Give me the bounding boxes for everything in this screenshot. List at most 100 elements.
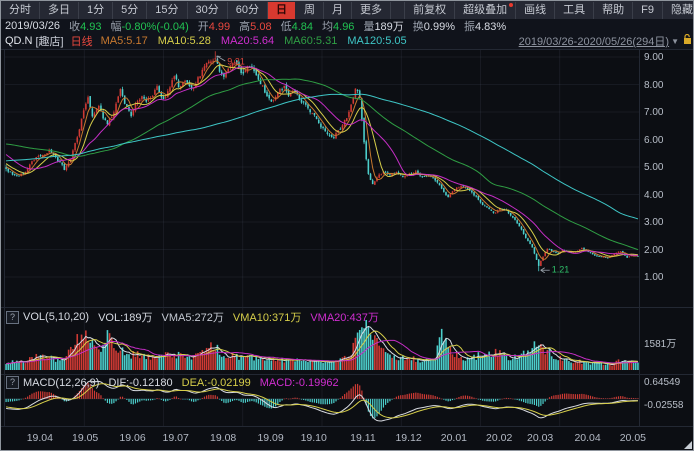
x-axis-label: 19.04 (26, 432, 53, 444)
tab-monthly[interactable]: 月 (324, 1, 352, 19)
menu-help[interactable]: 帮助 (593, 1, 632, 19)
macd-chart[interactable] (5, 375, 639, 426)
x-axis-label: 19.10 (300, 432, 327, 444)
change-value: -0.80%(-0.04) (121, 21, 189, 33)
low-value: 4.84 (291, 21, 314, 33)
period-toolbar: 分时 多日 1分 5分 15分 30分 60分 日 周 月 更多 前复权 超级叠… (1, 1, 693, 19)
macd-min-label: -0.02558 (644, 400, 684, 411)
field-label: 幅 (110, 21, 122, 33)
tab-15min[interactable]: 15分 (147, 1, 188, 19)
x-axis: 19.04 19.05 19.06 19.07 19.08 19.09 19.1… (1, 426, 693, 450)
help-icon[interactable]: ? (6, 376, 20, 389)
chevron-down-icon[interactable]: ▼ (671, 36, 679, 46)
tab-intraday[interactable]: 分时 (1, 1, 40, 19)
tab-30min[interactable]: 30分 (188, 1, 228, 19)
price-tick: 8.00 (644, 79, 664, 91)
divider (1, 307, 693, 308)
x-axis-label: 19.11 (350, 432, 376, 444)
tab-1min[interactable]: 1分 (79, 1, 114, 19)
macd-value: MACD:-0.19962 (259, 376, 339, 389)
ma5-label: MA5:5.17 (100, 35, 148, 47)
tab-multiday[interactable]: 多日 (40, 1, 79, 19)
period-label[interactable]: 日线 (70, 36, 93, 48)
price-tick: 5.00 (644, 162, 664, 173)
date-range-selector[interactable]: 2019/03/26-2020/05/26(294日) (518, 36, 670, 48)
volume-indicator-title[interactable]: VOL(5,10,20) (23, 311, 90, 323)
x-axis-label: 19.07 (162, 432, 189, 444)
turnover-value: 0.99% (423, 21, 455, 33)
tab-5min[interactable]: 5分 (113, 1, 148, 19)
quote-date: 2019/03/26 (5, 20, 61, 32)
price-tick: 7.00 (644, 107, 664, 118)
field-label: 换 (412, 21, 424, 33)
unlock-icon[interactable] (683, 33, 693, 48)
dea-value: DEA:-0.02199 (181, 376, 251, 389)
main-price-chart[interactable] (5, 50, 639, 307)
field-label: 低 (280, 21, 292, 33)
x-axis-label: 20.04 (574, 432, 601, 444)
x-axis-label: 19.06 (119, 432, 146, 444)
field-label: 收 (69, 21, 81, 33)
menu-forward-adjusted[interactable]: 前复权 (404, 1, 454, 19)
price-tick: 9.00 (644, 52, 664, 63)
menu-hide[interactable]: 隐藏 (662, 1, 693, 19)
divider (1, 426, 693, 427)
volume-chart[interactable] (5, 308, 639, 374)
macd-indicator-title[interactable]: MACD(12,26,9) (23, 376, 100, 389)
price-tick: 6.00 (644, 134, 664, 146)
chart-left-border (4, 49, 5, 426)
ma20-label: MA20:5.64 (220, 35, 275, 47)
ma10-label: MA10:5.28 (157, 35, 211, 47)
tab-weekly[interactable]: 周 (296, 1, 324, 19)
divider (1, 49, 693, 50)
notification-dot-icon (509, 2, 514, 7)
field-label: 振 (464, 21, 475, 33)
menu-super-overlay[interactable]: 超级叠加 (454, 1, 515, 19)
field-label: 开 (197, 21, 209, 33)
x-axis-label: 19.08 (210, 432, 237, 444)
x-axis-label: 19.12 (395, 432, 422, 444)
vol-value: VOL:189万 (98, 312, 153, 324)
quote-info-bar: 2019/03/26 收4.93 幅-0.80%(-0.04) 开4.99 高5… (1, 19, 693, 33)
macd-max-label: 0.64549 (644, 377, 681, 388)
stock-header: QD.N [趣店] 日线 MA5:5.17 MA10:5.28 MA20:5.6… (1, 33, 693, 49)
dif-value: DIF:-0.12180 (108, 376, 173, 389)
volume-pane-header: ? VOL(5,10,20) VOL:189万 VMA5:272万 VMA10:… (6, 309, 388, 325)
x-axis-label: 19.09 (257, 432, 284, 444)
stock-symbol: QD.N (5, 35, 33, 47)
divider (1, 374, 693, 375)
high-value: 5.08 (250, 21, 272, 33)
x-axis-label: 20.02 (486, 432, 513, 444)
price-tick: 3.00 (644, 217, 664, 228)
x-axis-label: 19.05 (71, 432, 99, 444)
volume-max-label: 1581万 (644, 339, 677, 350)
x-axis-label: 20.05 (619, 432, 646, 444)
x-axis-label: 20.03 (527, 432, 554, 444)
menu-draw-line[interactable]: 画线 (515, 1, 554, 19)
menu-tools[interactable]: 工具 (554, 1, 593, 19)
vma10-value: VMA10:371万 (232, 312, 302, 324)
vma20-value: VMA20:437万 (310, 312, 379, 324)
tab-more[interactable]: 更多 (352, 1, 391, 19)
price-tick: 4.00 (644, 189, 664, 201)
ma60-label: MA60:5.31 (284, 35, 338, 47)
x-axis-label: 20.01 (440, 432, 468, 444)
tab-60min[interactable]: 60分 (228, 1, 268, 19)
vma5-value: VMA5:272万 (161, 312, 224, 324)
help-icon[interactable]: ? (6, 310, 20, 324)
ma120-label: MA120:5.05 (347, 35, 407, 47)
toolbar-right-menu: 前复权 超级叠加 画线 工具 帮助 F9 隐藏 (404, 1, 693, 19)
price-tick: 2.00 (644, 244, 664, 256)
macd-pane-header: ? MACD(12,26,9) DIF:-0.12180 DEA:-0.0219… (6, 376, 348, 389)
amplitude-value: 4.83% (475, 21, 507, 33)
price-tick: 1.00 (644, 272, 664, 283)
close-value: 4.93 (80, 21, 102, 33)
menu-f9[interactable]: F9 (632, 1, 662, 19)
resize-grip[interactable] (684, 441, 692, 449)
field-label: 高 (239, 21, 251, 33)
open-value: 4.99 (208, 21, 231, 33)
stock-name: [趣店] (35, 36, 64, 48)
volume-value: 189万 (374, 21, 404, 33)
tab-daily[interactable]: 日 (268, 1, 295, 19)
